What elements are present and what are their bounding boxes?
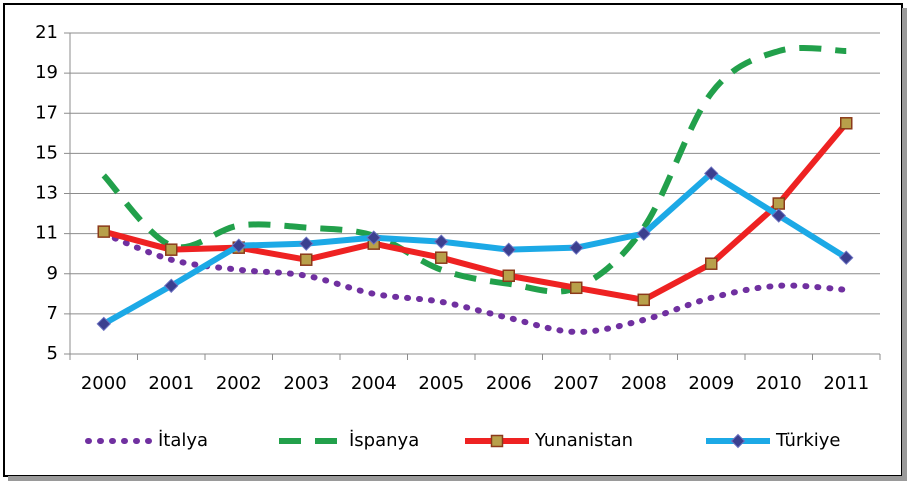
- point-marker: [164, 278, 179, 293]
- point-marker: [300, 253, 313, 266]
- point-marker: [490, 434, 504, 448]
- x-tick-label: 2000: [81, 373, 127, 394]
- legend-label: İspanya: [349, 430, 419, 451]
- point-marker: [570, 281, 583, 295]
- series-line: [100, 230, 850, 335]
- point-marker: [96, 316, 111, 332]
- point-marker: [231, 238, 246, 253]
- y-tick-label: 5: [47, 343, 58, 364]
- legend: İtalya İspanya Yunanistan Türkiye: [85, 430, 841, 451]
- x-tick-label: 2007: [553, 373, 599, 394]
- point-marker: [705, 257, 718, 270]
- point-marker: [771, 208, 786, 223]
- lines: [96, 44, 854, 335]
- point-marker: [637, 293, 650, 307]
- point-marker: [434, 234, 449, 249]
- legend-label: Türkiye: [775, 430, 841, 451]
- chart-frame: [3, 3, 903, 477]
- series-line: [102, 121, 849, 303]
- legend-item: Türkiye: [706, 430, 841, 451]
- y-tick-label: 21: [35, 22, 58, 43]
- y-tick-label: 7: [47, 303, 58, 324]
- point-marker: [502, 269, 515, 283]
- point-marker: [730, 433, 746, 449]
- point-marker: [501, 242, 516, 257]
- x-tick-label: 2002: [216, 373, 262, 394]
- series-line: [102, 170, 848, 327]
- y-tick-label: 9: [47, 263, 58, 284]
- grid: 5 7 9 11 13 15 17 19 21 2000 2001 2002 2003 2004 2005 2…: [35, 22, 881, 394]
- x-tick-label: 2006: [486, 373, 532, 394]
- legend-item: İtalya: [85, 430, 208, 451]
- point-marker: [839, 250, 854, 265]
- point-marker: [704, 166, 719, 181]
- point-marker: [299, 236, 314, 251]
- point-marker: [435, 251, 448, 264]
- x-tick-label: 2010: [756, 373, 802, 394]
- y-tick-label: 19: [35, 62, 58, 83]
- legend-label: İtalya: [158, 430, 208, 451]
- x-tick-label: 2001: [148, 373, 194, 394]
- series-line: [101, 44, 847, 295]
- y-tick-label: 13: [35, 183, 58, 204]
- x-tick-label: 2003: [283, 373, 329, 394]
- legend-item: Yunanistan: [465, 430, 633, 451]
- x-tick-label: 2009: [688, 373, 734, 394]
- point-marker: [165, 243, 178, 256]
- point-marker: [772, 197, 785, 210]
- frame-shadow: [902, 8, 907, 480]
- y-tick-label: 15: [35, 142, 58, 163]
- x-tick-label: 2004: [351, 373, 397, 394]
- x-tick-label: 2011: [823, 373, 869, 394]
- y-tick-label: 17: [35, 102, 58, 123]
- legend-label: Yunanistan: [534, 430, 633, 451]
- frame-shadow: [8, 476, 907, 481]
- point-marker: [97, 225, 110, 238]
- point-marker: [366, 230, 381, 245]
- x-tick-label: 2005: [418, 373, 464, 394]
- point-marker: [569, 240, 584, 255]
- point-marker: [636, 226, 651, 241]
- point-marker: [840, 117, 853, 130]
- y-tick-label: 11: [35, 223, 58, 244]
- legend-item: İspanya: [279, 430, 419, 451]
- x-tick-label: 2008: [621, 373, 667, 394]
